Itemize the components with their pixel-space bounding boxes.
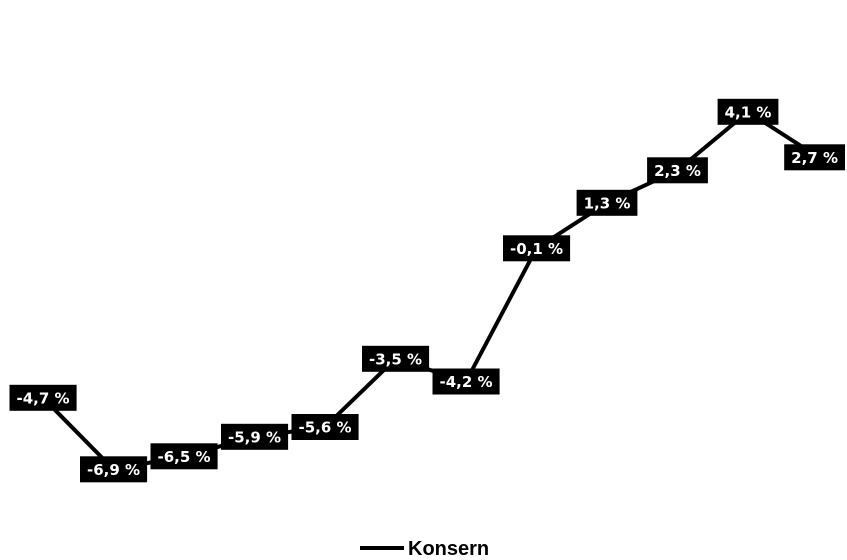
data-label-text: 2,7 % [791,149,838,167]
data-label-text: -6,9 % [87,461,140,479]
data-label-box [9,384,77,411]
data-label-text: -6,5 % [157,448,210,466]
legend: Konsern [360,538,489,560]
data-label-box [80,456,148,483]
data-label-box [503,235,571,262]
data-label-box [717,98,779,125]
data-label: -0,1 % [503,235,571,262]
data-label: -3,5 % [362,345,430,372]
data-label: -6,9 % [80,456,148,483]
data-label: -5,9 % [221,423,289,450]
data-label-box [291,414,359,440]
data-label-text: -0,1 % [510,240,563,258]
data-label-text: -3,5 % [369,350,422,368]
data-label: -6,5 % [150,443,218,470]
data-label-box [362,345,430,372]
legend-label-konsern: Konsern [408,538,489,560]
data-label-box [150,443,218,470]
data-label: 4,1 % [717,98,779,125]
data-label-text: -4,7 % [16,389,69,407]
data-label: -4,7 % [9,384,77,411]
data-label-box [784,144,845,171]
data-label: 2,7 % [784,144,845,171]
data-labels: -4,7 % -6,9 % -6,5 % -5,9 % -5,6 % -3,5 % -4,2… [9,98,845,483]
data-label-text: -4,2 % [439,373,492,391]
data-label-text: 2,3 % [654,162,701,180]
data-label-box [432,368,500,395]
data-label: -5,6 % [291,414,359,440]
data-label-text: -5,6 % [298,419,351,437]
data-label-box [221,423,289,450]
data-label: -4,2 % [432,368,500,395]
data-label: 2,3 % [647,157,708,184]
data-label-box [576,189,638,216]
data-label-box [647,157,708,184]
data-label-text: 1,3 % [584,194,631,212]
data-label-text: 4,1 % [725,103,772,121]
data-label-text: -5,9 % [228,428,281,446]
data-label: 1,3 % [576,189,638,216]
